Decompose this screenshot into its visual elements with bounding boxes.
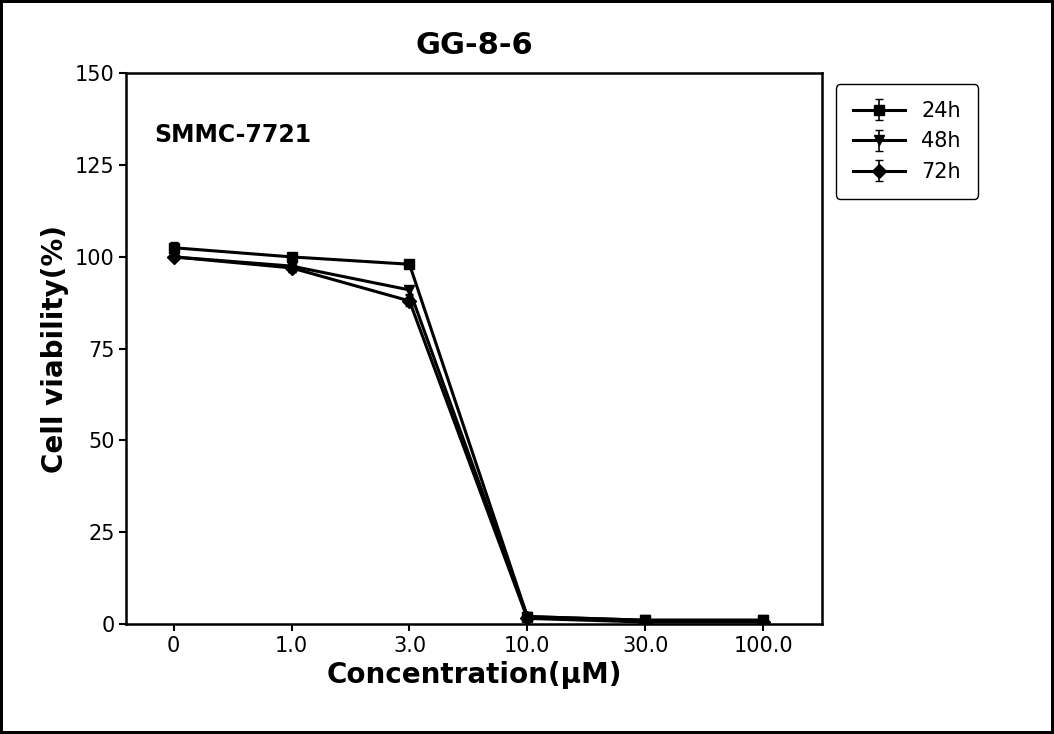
Title: GG-8-6: GG-8-6: [415, 31, 533, 60]
Legend: 24h, 48h, 72h: 24h, 48h, 72h: [836, 84, 978, 199]
X-axis label: Concentration(μM): Concentration(μM): [327, 661, 622, 689]
Text: SMMC-7721: SMMC-7721: [154, 123, 311, 147]
Y-axis label: Cell viability(%): Cell viability(%): [41, 225, 70, 473]
